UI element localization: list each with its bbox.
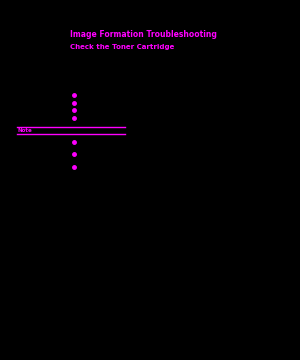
Text: Troubleshooting: Troubleshooting xyxy=(278,167,283,208)
Text: 7: 7 xyxy=(277,151,283,161)
Text: Image Formation Troubleshooting: Image Formation Troubleshooting xyxy=(70,30,218,39)
Text: Note: Note xyxy=(17,128,32,133)
Text: Check the Toner Cartridge: Check the Toner Cartridge xyxy=(70,44,175,50)
